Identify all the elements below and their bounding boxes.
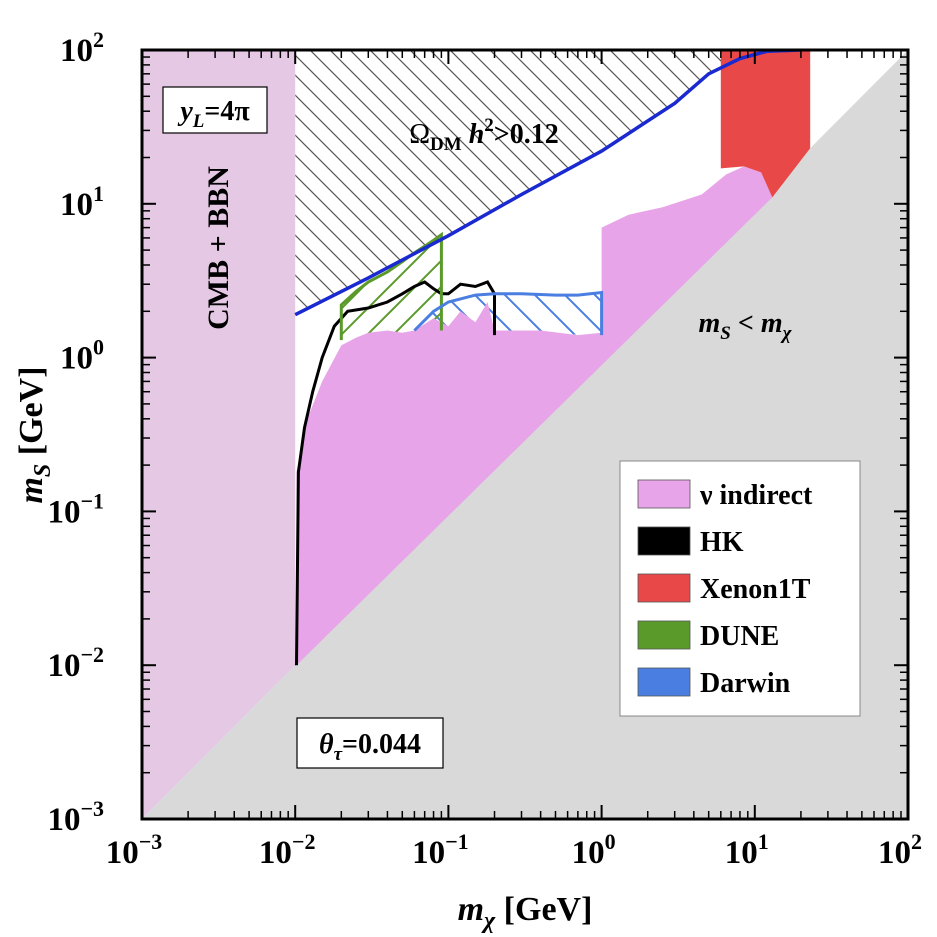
relic-density-curve [294,50,801,317]
xenon1t-region [720,50,811,198]
forbidden-label: mS < mχ [699,308,793,344]
coupling-box [162,86,268,134]
nu-indirect-region [296,166,773,666]
y-axis-label: mS [GeV] [13,366,56,503]
mixing-box [296,717,444,769]
mixing-label: θτ=0.044 [319,729,421,765]
cmb-bbn-label: CMB + BBN [202,166,235,330]
legend-label: ν indirect [699,480,813,511]
relic-label: ΩDM h2>0.12 [409,115,559,155]
legend-label: DUNE [700,621,779,652]
y-tick-label: 101 [60,181,104,223]
cmb-bbn-region [142,50,296,819]
legend-swatch [637,667,691,697]
legend-swatch [637,573,691,603]
legend-swatch [637,620,691,650]
x-tick-labels: 10−3 10−2 10−1 100 101 102 [106,829,922,871]
legend-swatch [637,479,691,509]
x-axis-label: mχ [GeV] [458,891,593,934]
hk-curve [295,280,496,666]
coupling-label: yL=4π [177,96,250,132]
plot-frame [140,48,910,821]
x-tick-label: 101 [725,829,769,871]
legend-label: Darwin [700,668,791,699]
y-tick-labels: 10−3 10−2 10−1 100 101 102 [47,27,104,838]
y-tick-label: 102 [60,27,104,69]
x-tick-label: 10−3 [106,829,163,871]
y-tick-label: 10−2 [47,642,104,684]
legend-swatch [637,526,691,556]
x-tick-label: 102 [878,829,922,871]
y-tick-label: 10−3 [47,796,104,838]
x-tick-label: 10−1 [412,829,469,871]
x-tick-label: 10−2 [259,829,316,871]
x-tick-label: 100 [572,829,616,871]
legend-label: HK [700,527,744,558]
dune-hatched-area [341,234,442,341]
y-tick-label: 10−1 [47,488,104,530]
y-tick-label: 100 [60,335,104,377]
legend: ν indirect HK Xenon1T DUNE Darwin [619,460,861,717]
darwin-curve [413,290,604,336]
legend-label: Xenon1T [700,574,811,605]
